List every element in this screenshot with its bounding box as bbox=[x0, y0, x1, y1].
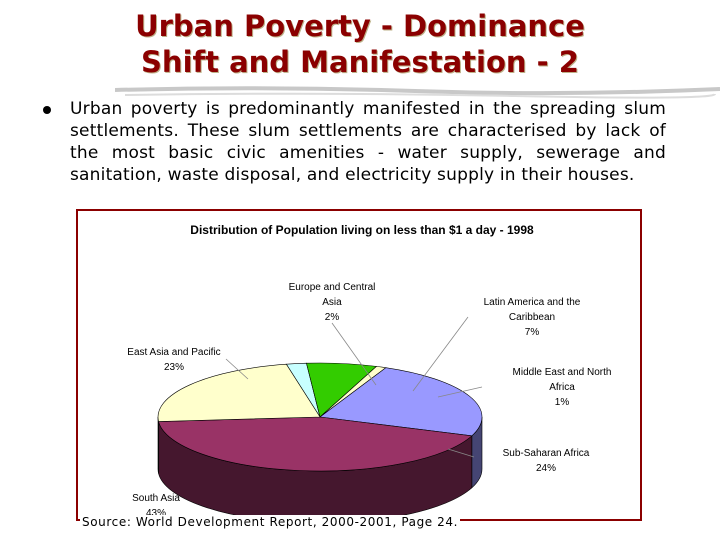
pie-slice-east-asia-and-pacific bbox=[157, 363, 321, 422]
leader-line-europe-and-central-asia bbox=[331, 322, 377, 386]
leader-line-middle-east-and-north-africa bbox=[437, 386, 483, 398]
pie-chart: Distribution of Population living on les… bbox=[127, 223, 612, 519]
slice-pct-label-south-asia: 43% bbox=[146, 508, 166, 519]
slide-title: Urban Poverty - Dominance Shift and Mani… bbox=[0, 8, 720, 80]
bullet-dot-icon bbox=[43, 106, 51, 114]
title-underline-decoration bbox=[115, 86, 720, 99]
slice-pct-label-east-asia-and-pacific: 23% bbox=[164, 362, 184, 373]
slice-label-europe-and-central-asia: Europe and Central bbox=[289, 282, 376, 293]
bullet-text: Urban poverty is predominantly manifeste… bbox=[70, 99, 666, 185]
slide-title-line-2: Shift and Manifestation - 2 bbox=[141, 45, 579, 79]
slice-label-latin-america-and-the-caribbean: Latin America and the bbox=[484, 297, 581, 308]
leader-line-east-asia-and-pacific bbox=[225, 358, 249, 380]
slice-label-south-asia: South Asia bbox=[132, 493, 180, 504]
slice-label-latin-america-and-the-caribbean-1: Caribbean bbox=[509, 312, 555, 323]
pie-chart-panel: Distribution of Population living on les… bbox=[76, 209, 642, 521]
slice-label-east-asia-and-pacific: East Asia and Pacific bbox=[127, 347, 220, 358]
source-citation: Source: World Development Report, 2000-2… bbox=[80, 515, 461, 529]
leader-line-sub-saharan-africa bbox=[447, 448, 475, 458]
pie-wall-east-asia-and-pacific bbox=[157, 416, 159, 474]
slice-pct-label-europe-and-central-asia: 2% bbox=[325, 312, 340, 323]
slice-label-middle-east-and-north-africa-1: Africa bbox=[549, 382, 575, 393]
chart-title: Distribution of Population living on les… bbox=[190, 223, 534, 237]
leader-line-latin-america-and-the-caribbean bbox=[412, 316, 469, 392]
slide-title-line-1: Urban Poverty - Dominance bbox=[135, 9, 585, 43]
slice-label-sub-saharan-africa: Sub-Saharan Africa bbox=[503, 448, 590, 459]
slice-pct-label-latin-america-and-the-caribbean: 7% bbox=[525, 327, 540, 338]
slice-label-middle-east-and-north-africa: Middle East and North bbox=[513, 367, 612, 378]
slice-label-europe-and-central-asia-1: Asia bbox=[322, 297, 342, 308]
slice-pct-label-middle-east-and-north-africa: 1% bbox=[555, 397, 570, 408]
slice-pct-label-sub-saharan-africa: 24% bbox=[536, 463, 556, 474]
pie-slice-sub-saharan-africa bbox=[319, 367, 483, 437]
pie-slice-south-asia bbox=[158, 416, 473, 472]
